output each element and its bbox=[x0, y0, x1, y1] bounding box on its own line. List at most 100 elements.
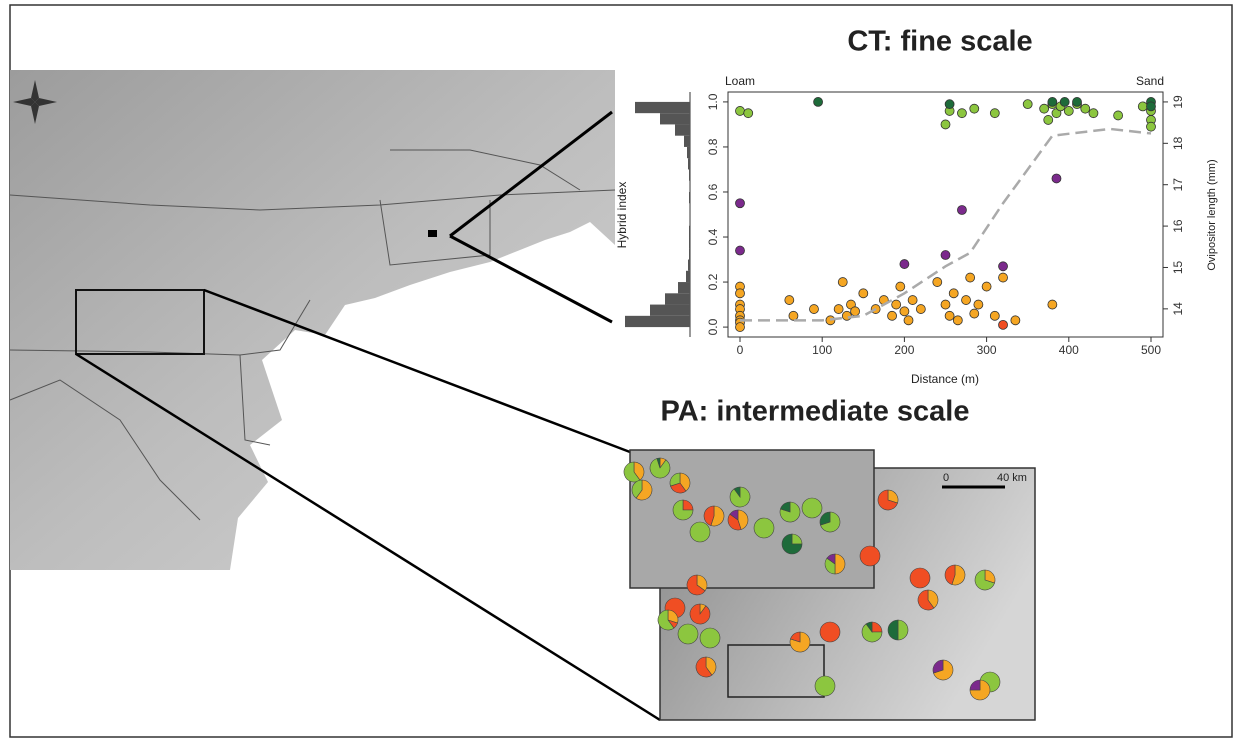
pie bbox=[632, 480, 652, 500]
histogram-bar bbox=[689, 192, 690, 203]
point bbox=[1146, 122, 1155, 131]
y2-tick-label: 14 bbox=[1171, 302, 1185, 316]
point bbox=[892, 300, 901, 309]
point bbox=[1114, 111, 1123, 120]
pie bbox=[815, 676, 835, 696]
point bbox=[999, 273, 1008, 282]
pie-slice bbox=[860, 546, 880, 566]
point bbox=[1081, 104, 1090, 113]
point bbox=[1060, 97, 1069, 106]
point bbox=[744, 109, 753, 118]
point bbox=[1011, 316, 1020, 325]
point bbox=[945, 311, 954, 320]
pie bbox=[650, 458, 670, 478]
pie bbox=[820, 622, 840, 642]
histogram-bar bbox=[635, 102, 690, 113]
x-axis-label: Distance (m) bbox=[911, 372, 979, 386]
pie-slice bbox=[815, 676, 835, 696]
ct-title: CT: fine scale bbox=[847, 26, 1032, 58]
pie bbox=[754, 518, 774, 538]
pie bbox=[730, 487, 750, 507]
point bbox=[970, 104, 979, 113]
pie bbox=[704, 506, 724, 526]
pie-slice bbox=[690, 604, 710, 624]
point bbox=[949, 289, 958, 298]
point bbox=[736, 323, 745, 332]
pie bbox=[624, 462, 644, 482]
pie bbox=[728, 510, 748, 530]
pie-slice bbox=[754, 518, 774, 538]
point bbox=[896, 282, 905, 291]
figure: CT: fine scale PA: intermediate scale Di… bbox=[0, 0, 1238, 742]
pie-slice bbox=[690, 522, 710, 542]
y2-tick-label: 15 bbox=[1171, 260, 1185, 274]
pie bbox=[658, 610, 678, 630]
pie bbox=[700, 628, 720, 648]
point bbox=[999, 262, 1008, 271]
point bbox=[859, 289, 868, 298]
histogram-bar bbox=[660, 113, 690, 124]
point bbox=[982, 282, 991, 291]
pie bbox=[782, 534, 802, 554]
histogram-bar bbox=[686, 271, 690, 282]
pie bbox=[860, 546, 880, 566]
pie-slice bbox=[700, 628, 720, 648]
x-tick-label: 100 bbox=[812, 343, 832, 357]
pie bbox=[820, 512, 840, 532]
histogram-bar bbox=[689, 237, 690, 248]
pie bbox=[918, 590, 938, 610]
point bbox=[966, 273, 975, 282]
point bbox=[834, 305, 843, 314]
point bbox=[999, 320, 1008, 329]
point bbox=[1040, 104, 1049, 113]
point bbox=[908, 296, 917, 305]
point bbox=[1073, 97, 1082, 106]
pa-title: PA: intermediate scale bbox=[661, 396, 970, 428]
pie bbox=[696, 657, 716, 677]
pie bbox=[825, 554, 845, 574]
point bbox=[736, 199, 745, 208]
pie bbox=[687, 575, 707, 595]
point bbox=[900, 307, 909, 316]
pie bbox=[678, 624, 698, 644]
point bbox=[1023, 100, 1032, 109]
pie bbox=[878, 490, 898, 510]
point bbox=[970, 309, 979, 318]
pie bbox=[888, 620, 908, 640]
y-axis-label: Hybrid index bbox=[615, 182, 629, 249]
pie bbox=[975, 570, 995, 590]
x-tick-label: 400 bbox=[1059, 343, 1079, 357]
y2-tick-label: 19 bbox=[1171, 95, 1185, 109]
point bbox=[990, 109, 999, 118]
point bbox=[900, 260, 909, 269]
annotation: Sand bbox=[1136, 74, 1164, 88]
pie bbox=[690, 522, 710, 542]
point bbox=[1044, 115, 1053, 124]
point bbox=[1146, 102, 1155, 111]
y-tick-label: 0.2 bbox=[706, 273, 720, 290]
y2-tick-label: 16 bbox=[1171, 219, 1185, 233]
point bbox=[916, 305, 925, 314]
histogram-bar bbox=[689, 226, 690, 237]
point bbox=[974, 300, 983, 309]
histogram-bar bbox=[689, 248, 690, 259]
point bbox=[962, 296, 971, 305]
point bbox=[851, 307, 860, 316]
point bbox=[736, 289, 745, 298]
point bbox=[953, 316, 962, 325]
y2-tick-label: 17 bbox=[1171, 178, 1185, 192]
y-tick-label: 0.4 bbox=[706, 228, 720, 245]
pie bbox=[802, 498, 822, 518]
point bbox=[904, 316, 913, 325]
histogram-bar bbox=[687, 147, 690, 158]
pie-slice bbox=[802, 498, 822, 518]
histogram-bar bbox=[688, 158, 690, 169]
point bbox=[842, 311, 851, 320]
histogram-bar bbox=[625, 316, 690, 327]
histogram-bar bbox=[675, 124, 690, 135]
point bbox=[1048, 300, 1057, 309]
y-tick-label: 0.6 bbox=[706, 183, 720, 200]
y2-tick-label: 18 bbox=[1171, 136, 1185, 150]
point bbox=[1089, 109, 1098, 118]
pie bbox=[970, 680, 990, 700]
